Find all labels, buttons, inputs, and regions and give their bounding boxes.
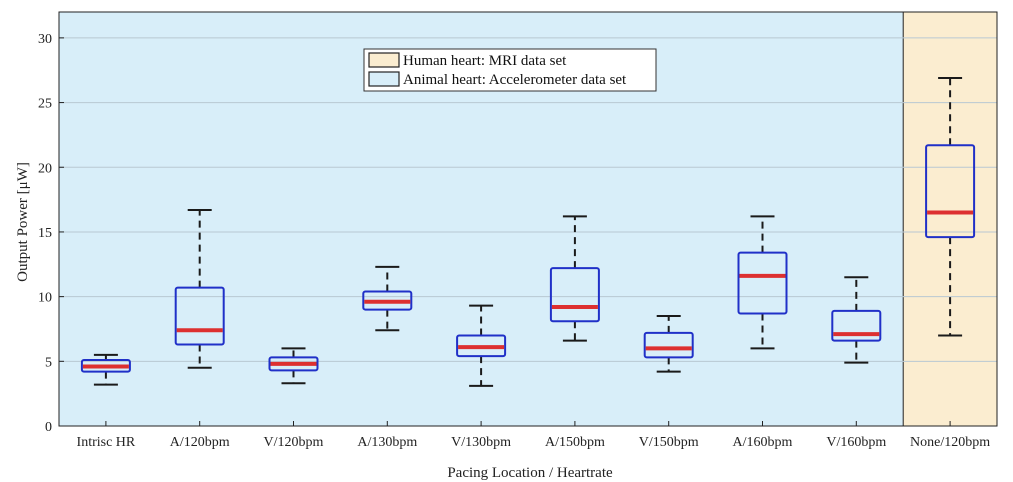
legend-box — [363, 48, 657, 92]
x-tick-label: A/160bpm — [733, 435, 793, 450]
legend-swatch — [368, 71, 400, 87]
x-tick-label: A/150bpm — [545, 435, 605, 450]
y-tick-label: 5 — [45, 355, 52, 370]
y-tick-label: 15 — [38, 226, 52, 241]
iqr-box — [643, 331, 694, 359]
x-tick-label: None/120bpm — [910, 435, 990, 450]
box-3 — [268, 347, 319, 385]
box-6 — [549, 215, 600, 342]
x-tick-label: A/120bpm — [170, 435, 230, 450]
iqr-box — [174, 286, 225, 346]
iqr-box — [925, 144, 976, 239]
box-8 — [737, 215, 788, 350]
y-axis: 0 5 10 15 20 25 30 — [38, 32, 64, 435]
legend: Human heart: MRI data set Animal heart: A… — [363, 48, 657, 92]
legend-label: Animal heart: Accelerometer data set — [403, 72, 627, 88]
x-tick-label: V/160bpm — [826, 435, 886, 450]
x-axis: Intrisc HR A/120bpm V/120bpm A/130bpm V/130b… — [77, 421, 990, 450]
x-axis-title: Pacing Location / Heartrate — [447, 465, 613, 481]
x-tick-label: Intrisc HR — [77, 435, 136, 450]
y-axis-title: Output Power [μW] — [15, 162, 31, 282]
y-tick-label: 25 — [38, 97, 52, 112]
box-1 — [80, 353, 131, 386]
y-tick-label: 20 — [38, 161, 52, 176]
box-4 — [362, 265, 413, 332]
iqr-box — [362, 290, 413, 311]
y-tick-label: 10 — [38, 291, 52, 306]
box-10 — [925, 76, 976, 337]
legend-label: Human heart: MRI data set — [403, 53, 567, 69]
box-5 — [456, 304, 507, 387]
plot-frame — [58, 11, 998, 427]
iqr-box — [549, 267, 600, 323]
iqr-box — [80, 359, 131, 373]
human-region — [903, 12, 997, 426]
grid-lines — [59, 37, 997, 427]
iqr-box — [268, 356, 319, 372]
y-tick-label: 30 — [38, 32, 52, 47]
legend-swatch — [368, 52, 400, 68]
iqr-box — [456, 334, 507, 358]
box-7 — [643, 315, 694, 373]
iqr-box — [737, 251, 788, 315]
box-series — [80, 76, 976, 387]
iqr-box — [831, 309, 882, 342]
x-tick-label: A/130bpm — [357, 435, 417, 450]
box-9 — [831, 276, 882, 364]
x-tick-label: V/150bpm — [639, 435, 699, 450]
y-tick-label: 0 — [45, 420, 52, 435]
box-2 — [174, 208, 225, 369]
x-tick-label: V/120bpm — [264, 435, 324, 450]
x-tick-label: V/130bpm — [451, 435, 511, 450]
